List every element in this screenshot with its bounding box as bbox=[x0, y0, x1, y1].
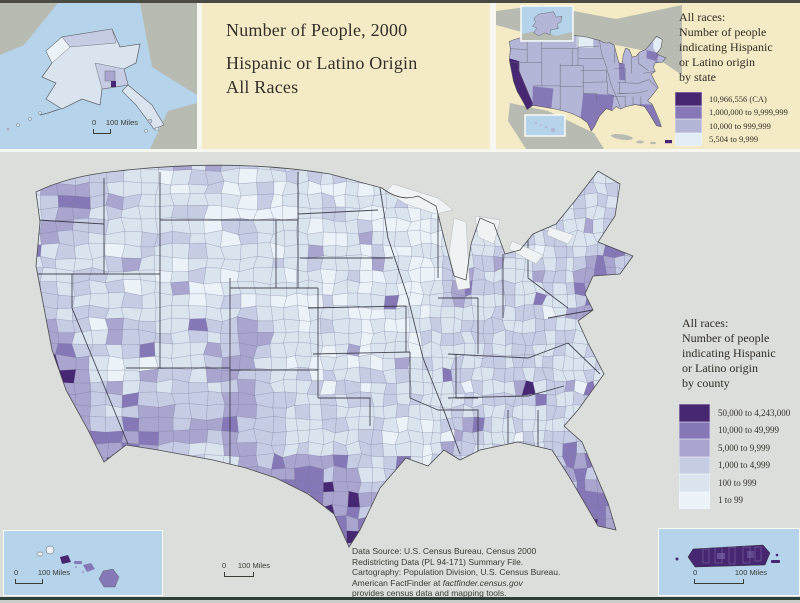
scale-miles-label: 100 Miles bbox=[37, 568, 70, 577]
legend-swatch bbox=[679, 404, 710, 422]
alaska-map bbox=[0, 3, 197, 149]
county-legend-item: 1 to 99 bbox=[679, 491, 800, 509]
county-legend-item: 1,000 to 4,999 bbox=[679, 456, 800, 474]
scale-bar-line bbox=[224, 571, 254, 577]
scale-zero-label: 0 bbox=[14, 568, 19, 577]
scale-zero-label: 0 bbox=[92, 118, 97, 127]
county-legend-item: 100 to 999 bbox=[679, 474, 800, 492]
main-map-area: 0 100 Miles All races: Number of people i… bbox=[0, 152, 800, 599]
legend-swatch bbox=[679, 421, 710, 439]
map-title-line-2: Hispanic or Latino Origin bbox=[226, 53, 418, 73]
legend-swatch bbox=[679, 491, 710, 509]
legend-label: 1,000,000 to 9,999,999 bbox=[709, 107, 788, 118]
alaska-inset-panel: 0 100 Miles bbox=[0, 3, 197, 149]
puerto-rico-inset-panel: 0 100 Miles bbox=[658, 528, 800, 596]
scale-miles-label: 100 Miles bbox=[105, 118, 138, 127]
legend-label: 100 to 999 bbox=[718, 477, 757, 488]
state-map-panel: All races: Number of people indicating H… bbox=[496, 3, 800, 149]
hawaii-inset-panel: 0 100 Miles bbox=[3, 530, 163, 596]
legend-label: 10,000 to 49,999 bbox=[718, 425, 780, 436]
legend-label: 1,000 to 4,999 bbox=[718, 460, 771, 471]
state-legend-item: 10,000 to 999,999 bbox=[675, 119, 797, 133]
county-choropleth-map bbox=[35, 164, 634, 548]
legend-label: 10,966,556 (CA) bbox=[709, 93, 767, 104]
county-legend-item: 10,000 to 49,999 bbox=[679, 421, 800, 439]
legend-swatch bbox=[679, 456, 710, 474]
map-title-line-3: All Races bbox=[226, 77, 299, 97]
legend-swatch bbox=[675, 132, 702, 146]
scale-zero-label: 0 bbox=[693, 568, 698, 577]
scale-miles-label: 100 Miles bbox=[734, 568, 767, 577]
data-source-note: Data Source: U.S. Census Bureau, Census … bbox=[352, 546, 577, 599]
legend-swatch bbox=[675, 92, 702, 106]
legend-label: 5,504 to 9,999 bbox=[709, 134, 759, 145]
scan-edge-top bbox=[0, 0, 800, 3]
state-choropleth-map bbox=[496, 5, 682, 149]
state-legend-item: 10,966,556 (CA) bbox=[675, 92, 797, 106]
legend-swatch bbox=[679, 474, 710, 492]
county-legend-title: All races: Number of people indicating H… bbox=[682, 316, 776, 390]
county-legend-item: 5,000 to 9,999 bbox=[679, 439, 800, 457]
scale-bar-line bbox=[93, 128, 111, 134]
legend-label: 1 to 99 bbox=[718, 495, 744, 506]
scan-edge-bottom bbox=[0, 597, 800, 600]
scale-miles-label: 100 Miles bbox=[237, 561, 270, 570]
legend-label: 10,000 to 999,999 bbox=[709, 120, 771, 131]
scan-edge-foot bbox=[0, 600, 800, 603]
legend-label: 50,000 to 4,243,000 bbox=[718, 407, 791, 418]
map-title-line-1: Number of People, 2000 bbox=[226, 20, 408, 40]
source-line: provides census data and mapping tools. bbox=[352, 588, 507, 598]
legend-label: 5,000 to 9,999 bbox=[718, 442, 771, 453]
state-legend-title: All races: Number of people indicating H… bbox=[679, 10, 773, 84]
scale-zero-label: 0 bbox=[222, 561, 227, 570]
alaska-scale-bar: 0 100 Miles bbox=[92, 119, 150, 134]
state-legend-item: 1,000,000 to 9,999,999 bbox=[675, 105, 797, 119]
source-line: American FactFinder at factfinder.census… bbox=[352, 578, 577, 589]
source-line-text: American FactFinder at bbox=[352, 577, 443, 588]
source-line: Data Source: U.S. Census Bureau, Census … bbox=[352, 546, 537, 556]
legend-swatch bbox=[679, 439, 710, 457]
source-line: Cartography: Population Division, U.S. C… bbox=[352, 567, 561, 577]
puerto-rico-scale-bar: 0 100 Miles bbox=[693, 569, 779, 584]
hawaii-map bbox=[36, 545, 120, 588]
legend-swatch bbox=[675, 105, 702, 119]
main-map-scale-bar: 0 100 Miles bbox=[222, 562, 282, 577]
source-url: factfinder.census.gov bbox=[442, 577, 523, 588]
legend-swatch bbox=[675, 119, 702, 133]
source-line: Redistricting Data (PL 94-171) Summary F… bbox=[352, 556, 524, 567]
county-legend-item: 50,000 to 4,243,000 bbox=[679, 404, 800, 422]
scale-bar-line bbox=[694, 578, 744, 584]
county-legend: All races: Number of people indicating H… bbox=[679, 316, 800, 509]
title-panel: Number of People, 2000 Hispanic or Latin… bbox=[202, 3, 490, 149]
state-legend: All races: Number of people indicating H… bbox=[675, 10, 797, 146]
scale-bar-line bbox=[15, 578, 43, 584]
puerto-rico-map bbox=[675, 544, 780, 568]
state-legend-item: 5,504 to 9,999 bbox=[675, 132, 797, 146]
hawaii-scale-bar: 0 100 Miles bbox=[14, 569, 86, 584]
